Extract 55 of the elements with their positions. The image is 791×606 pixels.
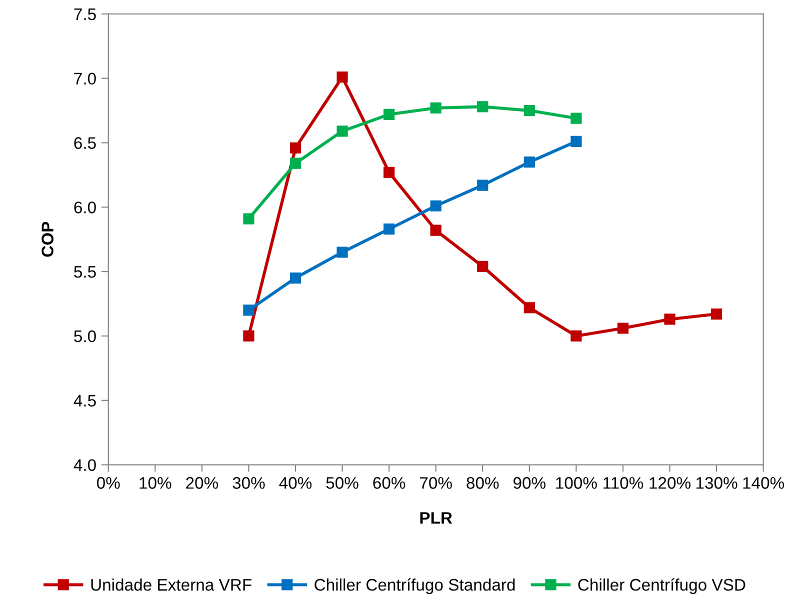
x-tick-label: 60% bbox=[373, 477, 406, 489]
point bbox=[430, 224, 442, 236]
x-tick-label: 20% bbox=[186, 477, 218, 489]
x-tick-label: 30% bbox=[232, 477, 265, 489]
y-tick-label: 5.0 bbox=[74, 330, 96, 342]
point bbox=[290, 158, 302, 169]
point bbox=[384, 224, 395, 235]
point bbox=[477, 180, 488, 191]
legend-label: Chiller Centrífugo Standard bbox=[314, 578, 515, 594]
point bbox=[430, 102, 442, 114]
y-tick-label: 5.5 bbox=[74, 266, 96, 278]
point bbox=[290, 142, 302, 154]
point bbox=[524, 156, 535, 168]
y-tick-label: 6.5 bbox=[74, 137, 96, 149]
point bbox=[336, 126, 348, 137]
point bbox=[336, 72, 348, 83]
x-axis-title: PLR bbox=[420, 512, 452, 524]
point bbox=[384, 108, 395, 120]
point bbox=[570, 112, 582, 124]
y-tick-label: 7.0 bbox=[74, 72, 96, 85]
x-tick-label: 110% bbox=[604, 477, 644, 489]
x-tick-label: 120% bbox=[650, 477, 690, 489]
x-tick-label: 40% bbox=[279, 477, 312, 489]
point bbox=[524, 302, 535, 314]
point bbox=[384, 166, 395, 178]
x-tick-label: 0% bbox=[96, 477, 120, 489]
x-tick-label: 80% bbox=[466, 477, 499, 489]
y-tick-label: 6.0 bbox=[74, 202, 96, 214]
x-tick-label: 50% bbox=[326, 477, 358, 489]
point bbox=[570, 136, 582, 148]
x-tick-label: 100% bbox=[556, 477, 597, 489]
x-tick-label: 130% bbox=[696, 477, 738, 489]
legend-label: Unidade Externa VRF bbox=[91, 578, 252, 591]
x-tick-label: 140% bbox=[743, 477, 784, 489]
legend-label: Chiller Centrífugo VSD bbox=[578, 578, 746, 594]
point bbox=[290, 272, 302, 284]
point bbox=[710, 308, 722, 320]
point bbox=[570, 330, 582, 342]
point bbox=[243, 330, 254, 342]
y-axis-title: COP bbox=[42, 222, 54, 257]
x-tick-label: 10% bbox=[140, 477, 172, 489]
y-tick-label: 4.0 bbox=[74, 459, 96, 472]
point bbox=[430, 200, 442, 212]
point bbox=[477, 260, 488, 272]
point bbox=[243, 213, 254, 224]
point bbox=[243, 304, 254, 316]
point bbox=[524, 104, 535, 116]
point bbox=[336, 246, 348, 258]
point bbox=[664, 314, 676, 325]
y-tick-label: 7.5 bbox=[74, 8, 96, 20]
y-tick-label: 4.5 bbox=[74, 394, 96, 407]
point bbox=[477, 101, 488, 112]
x-tick-label: 70% bbox=[420, 477, 452, 489]
x-tick-label: 90% bbox=[514, 477, 546, 489]
point bbox=[617, 322, 629, 334]
